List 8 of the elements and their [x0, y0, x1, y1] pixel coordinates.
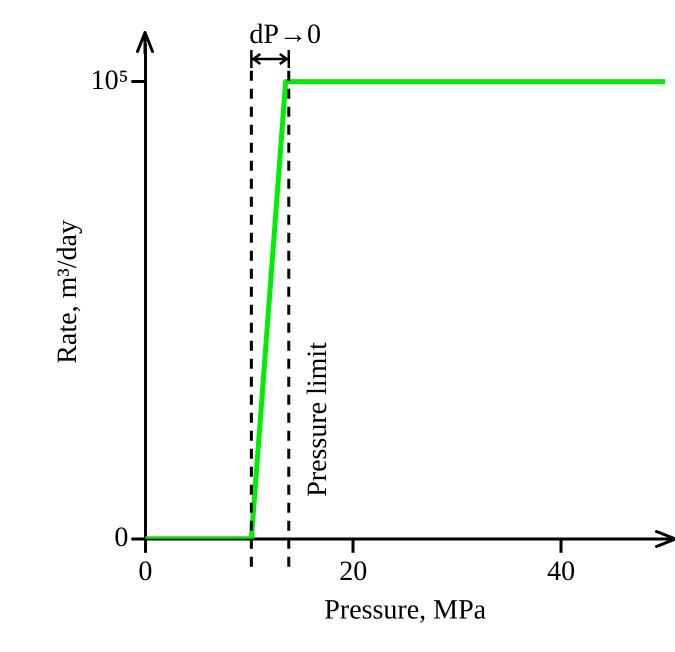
x-tick-label: 0 — [138, 556, 152, 587]
x-axis-title: Pressure, MPa — [324, 594, 487, 626]
x-tick-label: 20 — [339, 556, 368, 587]
x-tick-label: 40 — [547, 556, 576, 587]
ref-line-label: Pressure limit — [302, 342, 334, 497]
y-axis-title: Rate, m³/day — [52, 220, 84, 364]
y-tick-label: 10⁵ — [90, 64, 128, 96]
annotation: dP→0 — [249, 19, 321, 50]
